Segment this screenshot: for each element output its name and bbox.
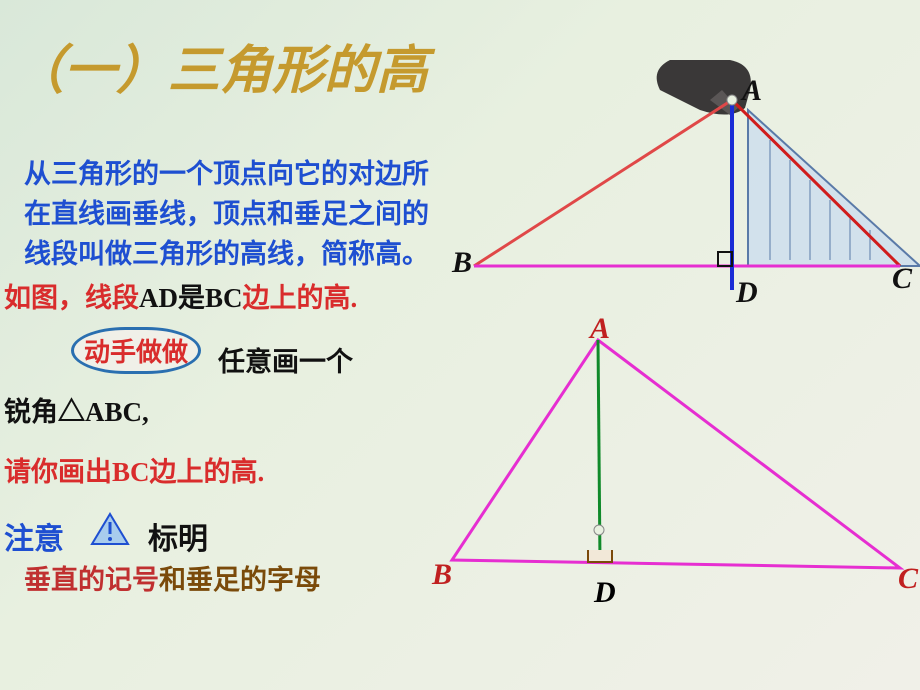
example-text: 如图，线段AD是BC边上的高. [4,276,357,315]
d2-label-B: B [432,558,452,592]
d2-label-C: C [898,562,918,596]
example-suffix: 边上的高. [243,283,358,313]
warning-icon [90,512,130,546]
triangle-ABC [452,340,900,568]
d1-label-D: D [736,276,758,310]
note2-part2: 和垂足的字母 [159,565,321,595]
d1-label-C: C [892,262,912,296]
ruler-icon [748,110,920,266]
d2-label-A: A [590,312,610,346]
definition-line-2: 在直线画垂线，顶点和垂足之间的 [24,192,429,231]
foot-dot [594,525,604,535]
note-prefix: 注意 [4,514,64,558]
example-mid: AD是BC [139,283,243,313]
right-angle-mark [718,252,732,266]
right-angle-mark-2 [588,550,612,562]
diagram-1 [470,60,920,320]
d2-label-D: D [594,576,616,610]
d1-label-A: A [742,74,762,108]
definition-line-1: 从三角形的一个顶点向它的对边所 [24,152,429,191]
note-suffix: 标明 [148,514,208,558]
note2-part1: 垂直的记号 [24,565,159,595]
diagram-2 [440,320,920,620]
vertex-A-dot [727,95,737,105]
edge-AB [474,100,732,266]
instr2: 请你画出BC边上的高. [4,450,264,489]
page-title: （一）三角形的高 [12,28,428,103]
definition-line-3: 线段叫做三角形的高线，简称高。 [24,232,429,271]
example-prefix: 如图，线段 [4,283,139,313]
instr1-prefix: 任意画一个 [218,340,353,379]
d1-label-B: B [452,246,472,280]
note2: 垂直的记号和垂足的字母 [24,558,321,597]
try-it-badge: 动手做做 [72,328,200,373]
instr1-line2: 锐角△ABC, [4,390,149,429]
